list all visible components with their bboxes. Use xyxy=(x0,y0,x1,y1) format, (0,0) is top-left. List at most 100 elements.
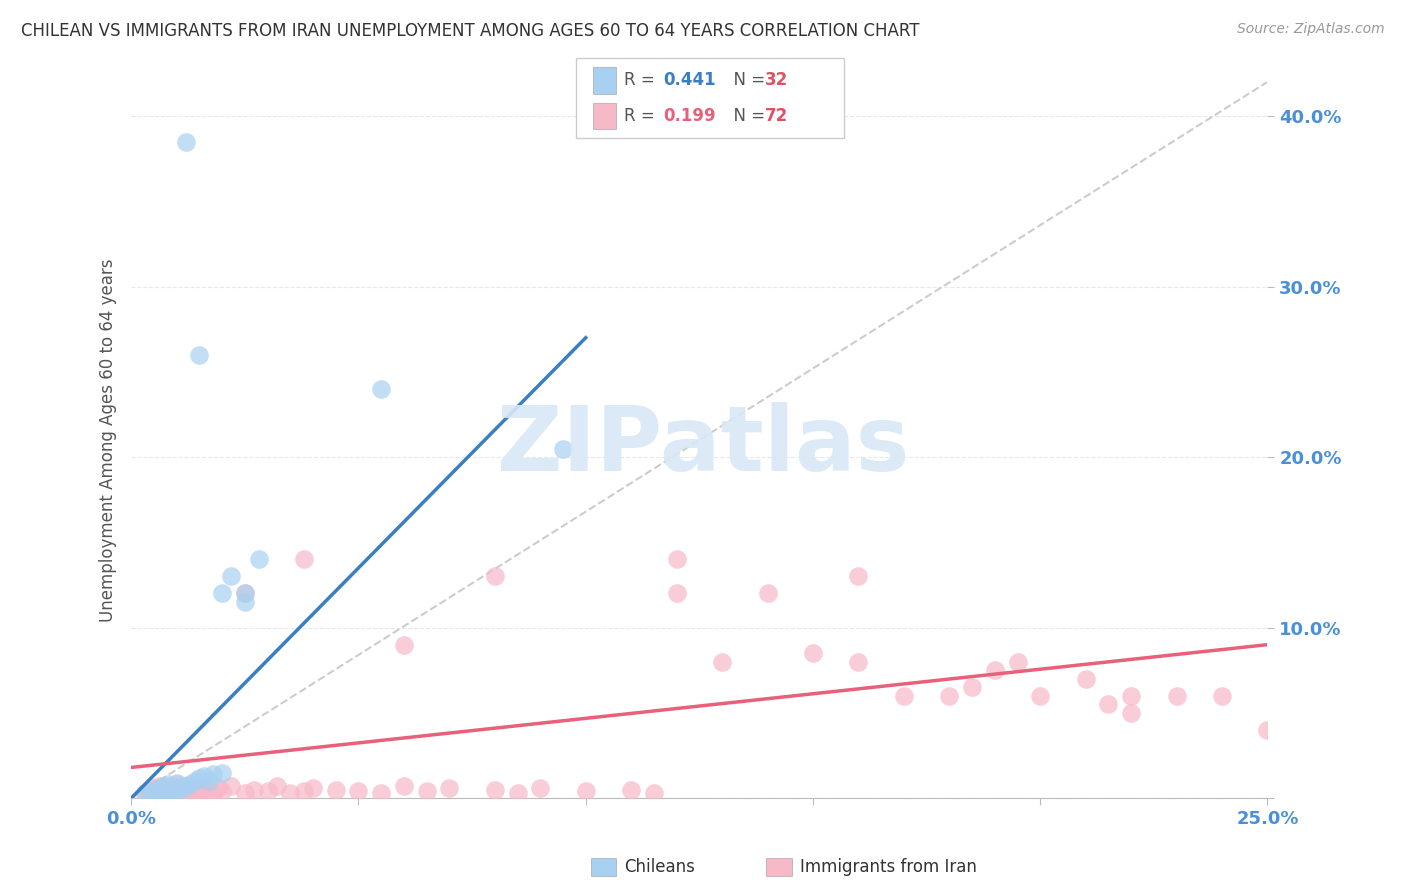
Point xyxy=(160,786,183,800)
Point xyxy=(292,552,315,566)
Point xyxy=(160,784,183,798)
Point xyxy=(152,786,174,800)
Point xyxy=(211,784,233,798)
Point xyxy=(370,786,392,800)
Point xyxy=(529,780,551,795)
Point xyxy=(848,569,870,583)
Point xyxy=(292,784,315,798)
Point xyxy=(152,784,174,798)
Point xyxy=(202,767,225,781)
Point xyxy=(392,638,415,652)
Point xyxy=(756,586,779,600)
Point xyxy=(1029,689,1052,703)
Point xyxy=(1121,706,1143,720)
Point xyxy=(184,784,207,798)
Y-axis label: Unemployment Among Ages 60 to 64 years: Unemployment Among Ages 60 to 64 years xyxy=(100,259,117,622)
Point xyxy=(1097,698,1119,712)
Point xyxy=(1074,672,1097,686)
Point xyxy=(960,681,983,695)
Point xyxy=(174,779,197,793)
Text: 32: 32 xyxy=(765,71,789,89)
Point xyxy=(166,776,188,790)
Point xyxy=(302,780,325,795)
Point xyxy=(247,552,270,566)
Text: ZIPatlas: ZIPatlas xyxy=(496,402,910,490)
Point xyxy=(370,382,392,396)
Point xyxy=(156,777,179,791)
Point xyxy=(197,774,219,789)
Point xyxy=(392,779,415,793)
Point xyxy=(143,782,166,797)
Point xyxy=(148,784,170,798)
Text: CHILEAN VS IMMIGRANTS FROM IRAN UNEMPLOYMENT AMONG AGES 60 TO 64 YEARS CORRELATI: CHILEAN VS IMMIGRANTS FROM IRAN UNEMPLOY… xyxy=(21,22,920,40)
Point xyxy=(266,779,288,793)
Point xyxy=(188,780,211,795)
Point xyxy=(148,780,170,795)
Point xyxy=(278,786,301,800)
Point xyxy=(152,780,174,795)
Text: Source: ZipAtlas.com: Source: ZipAtlas.com xyxy=(1237,22,1385,37)
Point xyxy=(174,784,197,798)
Point xyxy=(219,779,242,793)
Point xyxy=(415,784,437,798)
Point xyxy=(233,595,256,609)
Point xyxy=(484,569,506,583)
Point xyxy=(711,655,734,669)
Point xyxy=(665,552,688,566)
Point xyxy=(1121,689,1143,703)
Point xyxy=(179,786,201,800)
Point xyxy=(156,782,179,797)
Point xyxy=(1007,655,1029,669)
Point xyxy=(1211,689,1233,703)
Point xyxy=(439,780,461,795)
Point xyxy=(166,780,188,795)
Point xyxy=(233,586,256,600)
Point xyxy=(188,771,211,785)
Point xyxy=(211,586,233,600)
Point xyxy=(325,782,347,797)
Point xyxy=(347,784,370,798)
Point xyxy=(1256,723,1278,737)
Point xyxy=(143,786,166,800)
Point xyxy=(801,646,824,660)
Point xyxy=(134,786,156,800)
Point xyxy=(148,786,170,800)
Text: 0.441: 0.441 xyxy=(664,71,716,89)
Point xyxy=(193,769,215,783)
Point xyxy=(179,782,201,797)
Text: 0.199: 0.199 xyxy=(664,107,716,125)
Point xyxy=(148,779,170,793)
Point xyxy=(193,784,215,798)
Point xyxy=(138,784,160,798)
Point xyxy=(143,786,166,800)
Text: N =: N = xyxy=(723,107,770,125)
Point xyxy=(620,782,643,797)
Point xyxy=(984,663,1007,677)
Point xyxy=(665,586,688,600)
Point xyxy=(575,784,598,798)
Point xyxy=(202,786,225,800)
Point xyxy=(219,569,242,583)
Point xyxy=(179,777,201,791)
Text: 72: 72 xyxy=(765,107,789,125)
Point xyxy=(233,586,256,600)
Point xyxy=(551,442,574,456)
Point xyxy=(233,786,256,800)
Point xyxy=(134,786,156,800)
Point xyxy=(156,786,179,800)
Point xyxy=(156,784,179,798)
Point xyxy=(893,689,915,703)
Point xyxy=(1166,689,1188,703)
Text: Chileans: Chileans xyxy=(624,858,695,876)
Point xyxy=(166,777,188,791)
Point xyxy=(188,786,211,800)
Text: Immigrants from Iran: Immigrants from Iran xyxy=(800,858,977,876)
Point xyxy=(643,786,665,800)
Text: R =: R = xyxy=(624,107,661,125)
Point xyxy=(848,655,870,669)
Point xyxy=(160,782,183,797)
Text: R =: R = xyxy=(624,71,661,89)
Point xyxy=(170,780,193,795)
Point xyxy=(188,348,211,362)
Point xyxy=(256,784,278,798)
